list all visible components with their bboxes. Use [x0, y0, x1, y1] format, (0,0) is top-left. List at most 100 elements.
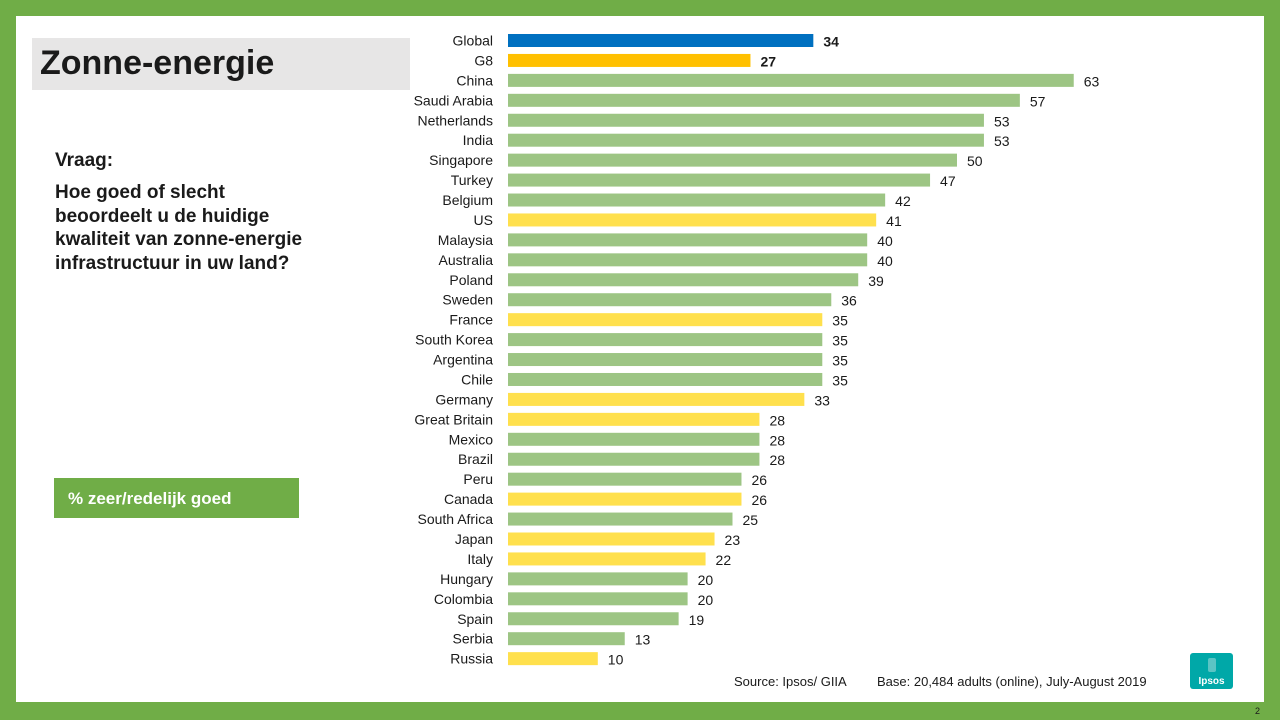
logo-text: Ipsos	[1198, 676, 1225, 687]
value-label: 23	[725, 532, 741, 548]
category-label: South Africa	[418, 511, 494, 527]
bar	[508, 53, 751, 67]
category-label: Italy	[467, 551, 493, 567]
value-label: 25	[743, 512, 759, 528]
value-label: 40	[877, 233, 893, 249]
bar	[508, 113, 984, 127]
value-label: 19	[689, 612, 705, 628]
category-label: Global	[453, 33, 493, 49]
base-note: Base: 20,484 adults (online), July-Augus…	[877, 674, 1147, 689]
value-label: 35	[832, 313, 848, 329]
category-label: Poland	[449, 272, 493, 288]
bar	[508, 253, 868, 267]
title-box	[32, 38, 410, 90]
bar	[508, 452, 760, 466]
value-label: 28	[769, 452, 785, 468]
value-label: 35	[832, 372, 848, 388]
category-label: Mexico	[449, 431, 494, 447]
bar	[508, 93, 1020, 107]
value-label: 50	[967, 153, 983, 169]
category-label: Saudi Arabia	[414, 92, 494, 108]
bar	[508, 213, 877, 227]
category-label: South Korea	[415, 332, 493, 348]
bar	[508, 353, 823, 367]
category-label: Netherlands	[418, 112, 494, 128]
bar	[508, 193, 886, 207]
category-label: China	[456, 72, 493, 88]
measure-label: % zeer/redelijk goed	[68, 489, 232, 508]
category-label: Canada	[444, 491, 493, 507]
category-label: Malaysia	[438, 232, 493, 248]
category-label: Chile	[461, 371, 493, 387]
value-label: 36	[841, 293, 857, 309]
value-label: 26	[751, 492, 767, 508]
value-label: 10	[608, 652, 624, 668]
value-label: 47	[940, 173, 956, 189]
value-label: 20	[698, 592, 714, 608]
bar	[508, 592, 688, 606]
bar	[508, 632, 625, 646]
slide-title: Zonne-energie	[40, 44, 275, 82]
bar	[508, 153, 957, 167]
value-label: 28	[769, 412, 785, 428]
value-label: 28	[769, 432, 785, 448]
category-label: Hungary	[440, 571, 493, 587]
bar	[508, 392, 805, 406]
logo-mark-icon	[1208, 658, 1216, 672]
value-label: 26	[751, 472, 767, 488]
bar	[508, 34, 814, 47]
bar	[508, 133, 984, 147]
value-label: 22	[716, 552, 732, 568]
bar	[508, 73, 1074, 87]
question-label: Vraag:	[55, 150, 114, 171]
value-label: 35	[832, 353, 848, 369]
category-label: Singapore	[429, 152, 493, 168]
category-label: Japan	[455, 531, 493, 547]
category-label: Serbia	[453, 631, 494, 647]
value-label: 53	[994, 113, 1010, 129]
value-label: 63	[1084, 73, 1100, 89]
category-label: Turkey	[451, 172, 493, 188]
bar	[508, 552, 706, 566]
bar	[508, 472, 742, 486]
value-label: 13	[635, 632, 651, 648]
category-label: Belgium	[442, 192, 493, 208]
bar	[508, 372, 823, 386]
bar	[508, 313, 823, 327]
category-label: Spain	[457, 611, 493, 627]
bar	[508, 572, 688, 586]
value-label: 34	[823, 34, 839, 50]
category-label: Argentina	[433, 352, 493, 368]
value-label: 42	[895, 193, 911, 209]
bar	[508, 273, 859, 287]
category-label: Colombia	[434, 591, 493, 607]
bar	[508, 652, 598, 666]
value-label: 39	[868, 273, 884, 289]
category-label: Great Britain	[414, 411, 493, 427]
category-label: France	[449, 312, 493, 328]
bar	[508, 612, 679, 626]
bar	[508, 173, 931, 187]
category-label: US	[474, 212, 493, 228]
bar	[508, 333, 823, 347]
category-label: Russia	[450, 651, 493, 667]
page-number: 2	[1255, 706, 1261, 716]
value-label: 20	[698, 572, 714, 588]
value-label: 40	[877, 253, 893, 269]
value-label: 35	[832, 333, 848, 349]
value-label: 53	[994, 133, 1010, 149]
category-label: Australia	[439, 252, 494, 268]
ipsos-logo: Ipsos	[1190, 653, 1233, 689]
category-label: Brazil	[458, 451, 493, 467]
category-label: G8	[474, 52, 493, 68]
category-label: India	[463, 132, 494, 148]
bar	[508, 492, 742, 506]
bar	[508, 293, 832, 307]
bar	[508, 432, 760, 446]
measure-box	[54, 478, 299, 518]
category-label: Peru	[463, 471, 493, 487]
bar	[508, 233, 868, 247]
category-label: Sweden	[442, 292, 493, 308]
question-text: Hoe goed of slecht beoordeelt u de huidi…	[55, 182, 303, 274]
